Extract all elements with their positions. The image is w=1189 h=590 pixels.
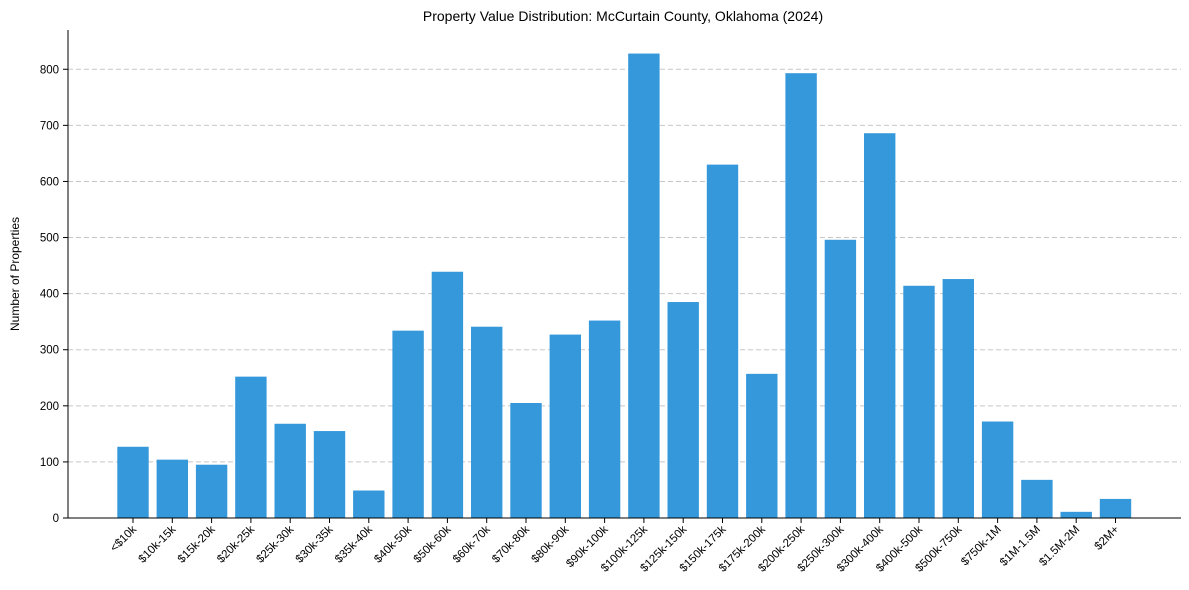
y-tick-label: 700	[40, 120, 59, 132]
bar	[313, 431, 346, 518]
bar	[1021, 479, 1053, 518]
bar	[1099, 498, 1132, 518]
x-tick-label: $50k-60k	[412, 523, 454, 565]
y-tick-label: 100	[40, 457, 59, 469]
bar	[903, 285, 935, 518]
bar	[981, 421, 1014, 518]
y-tick-label: 400	[40, 289, 59, 301]
bar	[235, 376, 267, 518]
bar	[510, 403, 542, 518]
y-tick-label: 800	[40, 64, 59, 76]
bar	[588, 320, 621, 518]
bar	[706, 164, 739, 518]
x-tick-label: $10k-15k	[136, 523, 178, 565]
x-tick-label: $750k-1M	[959, 524, 1004, 569]
x-tick-label: $60k-70k	[451, 523, 493, 565]
bar	[392, 330, 424, 518]
chart-title: Property Value Distribution: McCurtain C…	[423, 8, 823, 24]
bar	[942, 279, 974, 518]
y-tick-label: 200	[40, 401, 59, 413]
gridlines	[68, 68, 1181, 463]
bar	[431, 271, 464, 518]
bar	[864, 133, 896, 518]
bar	[156, 459, 188, 518]
x-tick-label: $30k-35k	[294, 523, 336, 565]
x-tick-label: $40k-50k	[372, 523, 414, 565]
x-tick-label: $35k-40k	[333, 523, 375, 565]
bar	[353, 490, 385, 518]
bar	[785, 73, 817, 519]
bar	[628, 53, 660, 518]
x-ticks: <$10k$10k-15k$15k-20k$20k-25k$25k-30k$30…	[108, 518, 1122, 575]
bar	[471, 326, 503, 518]
bar	[274, 423, 306, 518]
y-axis-label: Number of Properties	[8, 217, 22, 331]
x-tick-label: $70k-80k	[490, 523, 532, 565]
x-tick-label: $1M-1.5M	[998, 524, 1043, 569]
x-tick-label: <$10k	[108, 523, 139, 554]
y-tick-label: 600	[40, 176, 59, 188]
bar	[1060, 511, 1092, 518]
bar	[117, 446, 149, 518]
x-tick-label: $15k-20k	[176, 523, 218, 565]
bar	[549, 334, 581, 518]
bar	[667, 302, 699, 518]
y-tick-label: 0	[53, 513, 59, 525]
bar	[746, 373, 778, 518]
bars	[117, 53, 1132, 519]
bar	[824, 239, 857, 518]
y-tick-label: 500	[40, 233, 59, 245]
x-tick-label: $2M+	[1093, 523, 1122, 552]
x-tick-label: $20k-25k	[215, 523, 257, 565]
y-ticks: 0 100 200 300 400 500 600 700 800	[40, 64, 68, 525]
y-tick-label: 300	[40, 345, 59, 357]
x-tick-label: $25k-30k	[254, 523, 296, 565]
bar	[195, 464, 228, 518]
x-tick-label: $1.5M-2M	[1037, 524, 1082, 569]
